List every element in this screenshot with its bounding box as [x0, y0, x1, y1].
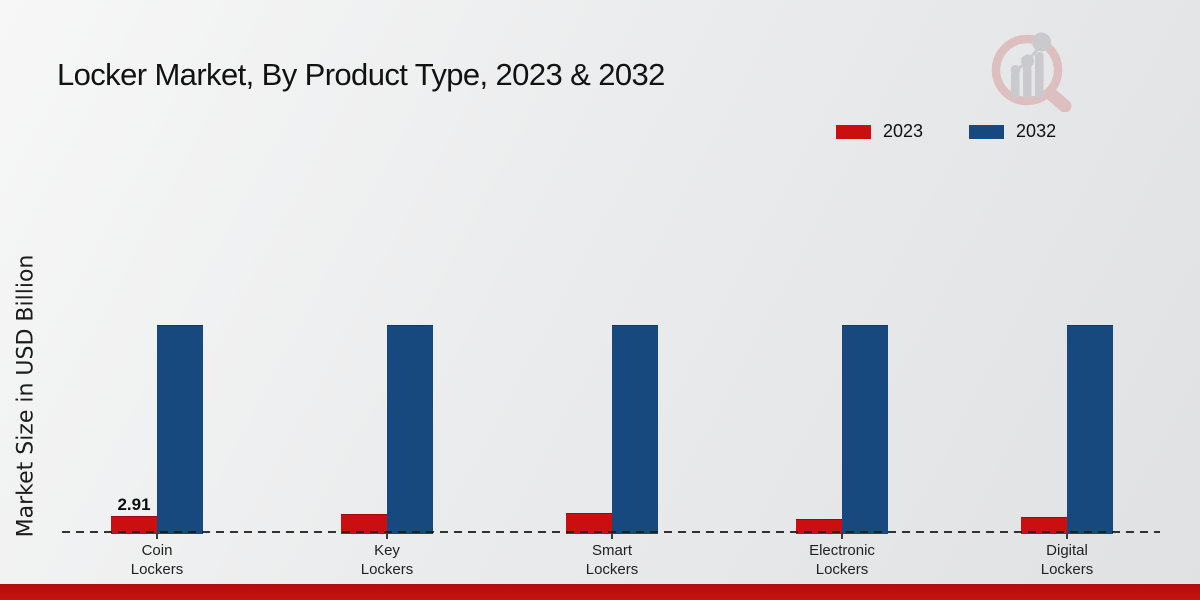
y-axis-label: Market Size in USD Billion — [13, 254, 39, 538]
bar-2023-coin-lockers — [111, 516, 157, 534]
magnifier-icon — [991, 34, 1072, 112]
category-label-smart-lockers: Smart Lockers — [585, 542, 639, 578]
legend-label-2032: 2032 — [1016, 121, 1057, 141]
legend-item-2032: 2032 — [969, 121, 1056, 142]
legend-item-2023: 2023 — [836, 121, 923, 142]
data-label-coin-lockers-2023: 2.91 — [117, 495, 151, 514]
category-label-electronic-lockers: Electronic Lockers — [809, 542, 875, 578]
bar-2032-key-lockers — [387, 325, 433, 534]
category-label-digital-lockers: Digital Lockers — [1040, 542, 1094, 578]
bar-chart-growth-icon — [1010, 32, 1051, 98]
bar-2032-electronic-lockers — [842, 325, 888, 534]
legend-swatch-2023-icon — [836, 124, 871, 139]
chart-title: Locker Market, By Product Type, 2023 & 2… — [57, 56, 665, 92]
bar-2032-digital-lockers — [1067, 325, 1113, 534]
bar-2023-digital-lockers — [1021, 517, 1067, 534]
footer-accent-bar — [0, 584, 1200, 600]
bar-2032-smart-lockers — [612, 325, 658, 534]
axis-tick-coin-lockers — [156, 533, 158, 539]
category-label-coin-lockers: Coin Lockers — [130, 542, 184, 578]
legend-label-2023: 2023 — [883, 121, 924, 141]
mrfr-watermark-logo — [991, 32, 1072, 112]
axis-tick-electronic-lockers — [841, 533, 843, 539]
axis-tick-smart-lockers — [611, 533, 613, 539]
legend-swatch-2032-icon — [969, 124, 1005, 139]
axis-tick-key-lockers — [386, 533, 388, 539]
legend: 2023 2032 — [836, 121, 1056, 142]
bar-2023-key-lockers — [341, 514, 387, 534]
axis-tick-digital-lockers — [1066, 533, 1068, 539]
bar-2023-smart-lockers — [566, 513, 612, 534]
x-axis-dashed-baseline — [62, 531, 1160, 533]
bar-2032-coin-lockers — [157, 325, 203, 534]
category-label-key-lockers: Key Lockers — [360, 542, 414, 578]
bar-2023-electronic-lockers — [796, 519, 842, 534]
